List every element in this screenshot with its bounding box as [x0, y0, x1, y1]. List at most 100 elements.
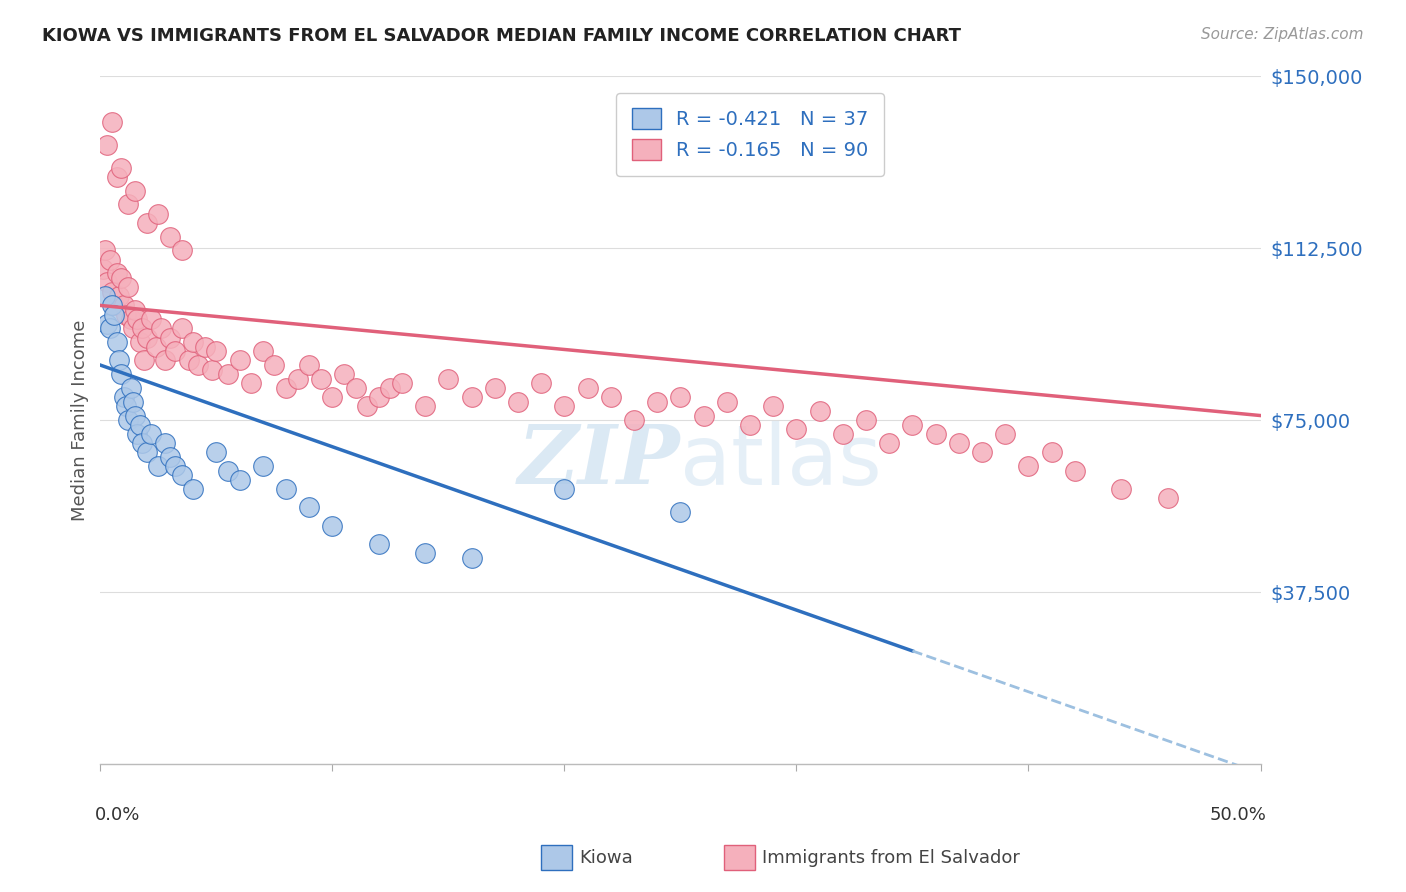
- Point: [1018, 458, 1040, 473]
- Point: [1040, 445, 1063, 459]
- Point: [96, 317, 118, 331]
- Point: [623, 413, 645, 427]
- Point: [105, 169, 128, 184]
- Point: [117, 280, 139, 294]
- Point: [553, 400, 575, 414]
- Point: [163, 344, 186, 359]
- Point: [669, 390, 692, 404]
- Text: atlas: atlas: [681, 421, 882, 502]
- Point: [831, 426, 853, 441]
- Point: [181, 482, 204, 496]
- Point: [121, 394, 143, 409]
- Point: [901, 417, 924, 432]
- Point: [98, 321, 121, 335]
- Point: [252, 458, 274, 473]
- Point: [117, 413, 139, 427]
- Point: [263, 358, 285, 372]
- Point: [135, 330, 157, 344]
- Point: [1111, 482, 1133, 496]
- Point: [413, 546, 436, 560]
- Point: [141, 426, 163, 441]
- Point: [530, 376, 553, 391]
- Point: [148, 458, 170, 473]
- Point: [738, 417, 761, 432]
- Point: [437, 372, 460, 386]
- Point: [785, 422, 807, 436]
- Point: [855, 413, 877, 427]
- Point: [177, 353, 200, 368]
- Point: [187, 358, 209, 372]
- Point: [367, 537, 389, 551]
- Point: [120, 381, 142, 395]
- Point: [145, 340, 167, 354]
- Point: [599, 390, 621, 404]
- Point: [135, 445, 157, 459]
- Point: [163, 458, 186, 473]
- Y-axis label: Median Family Income: Median Family Income: [72, 319, 89, 521]
- Point: [131, 321, 153, 335]
- Point: [228, 473, 250, 487]
- Point: [669, 505, 692, 519]
- Point: [101, 115, 124, 129]
- Point: [121, 321, 143, 335]
- Point: [103, 298, 125, 312]
- Point: [135, 216, 157, 230]
- Point: [391, 376, 413, 391]
- Point: [124, 184, 146, 198]
- Point: [110, 368, 132, 382]
- Point: [98, 252, 121, 267]
- Point: [94, 244, 117, 258]
- Point: [240, 376, 263, 391]
- Point: [108, 289, 131, 303]
- Point: [367, 390, 389, 404]
- Point: [576, 381, 599, 395]
- Point: [159, 450, 181, 464]
- Point: [181, 335, 204, 350]
- Point: [413, 400, 436, 414]
- Text: Immigrants from El Salvador: Immigrants from El Salvador: [762, 849, 1019, 867]
- Point: [274, 381, 297, 395]
- Point: [321, 390, 343, 404]
- Point: [127, 312, 149, 326]
- Point: [124, 409, 146, 423]
- Point: [96, 137, 118, 152]
- Point: [194, 340, 217, 354]
- Point: [217, 368, 239, 382]
- Point: [112, 390, 135, 404]
- Point: [228, 353, 250, 368]
- Point: [101, 298, 124, 312]
- Point: [115, 400, 138, 414]
- Point: [808, 404, 831, 418]
- Point: [94, 289, 117, 303]
- Point: [1064, 464, 1087, 478]
- Point: [127, 426, 149, 441]
- Point: [1157, 491, 1180, 505]
- Text: Source: ZipAtlas.com: Source: ZipAtlas.com: [1201, 27, 1364, 42]
- Point: [112, 298, 135, 312]
- Text: KIOWA VS IMMIGRANTS FROM EL SALVADOR MEDIAN FAMILY INCOME CORRELATION CHART: KIOWA VS IMMIGRANTS FROM EL SALVADOR MED…: [42, 27, 962, 45]
- Point: [159, 330, 181, 344]
- Point: [105, 335, 128, 350]
- Point: [298, 500, 321, 515]
- Point: [117, 197, 139, 211]
- Point: [170, 244, 193, 258]
- Text: 0.0%: 0.0%: [94, 805, 141, 823]
- Point: [287, 372, 309, 386]
- Point: [159, 229, 181, 244]
- Point: [96, 276, 118, 290]
- Point: [553, 482, 575, 496]
- Point: [131, 436, 153, 450]
- Point: [333, 368, 356, 382]
- Point: [155, 436, 177, 450]
- Point: [484, 381, 506, 395]
- Point: [252, 344, 274, 359]
- Point: [762, 400, 785, 414]
- Point: [994, 426, 1017, 441]
- Point: [380, 381, 402, 395]
- Point: [105, 266, 128, 280]
- Point: [148, 207, 170, 221]
- Point: [948, 436, 970, 450]
- Point: [141, 312, 163, 326]
- Point: [460, 550, 482, 565]
- Point: [298, 358, 321, 372]
